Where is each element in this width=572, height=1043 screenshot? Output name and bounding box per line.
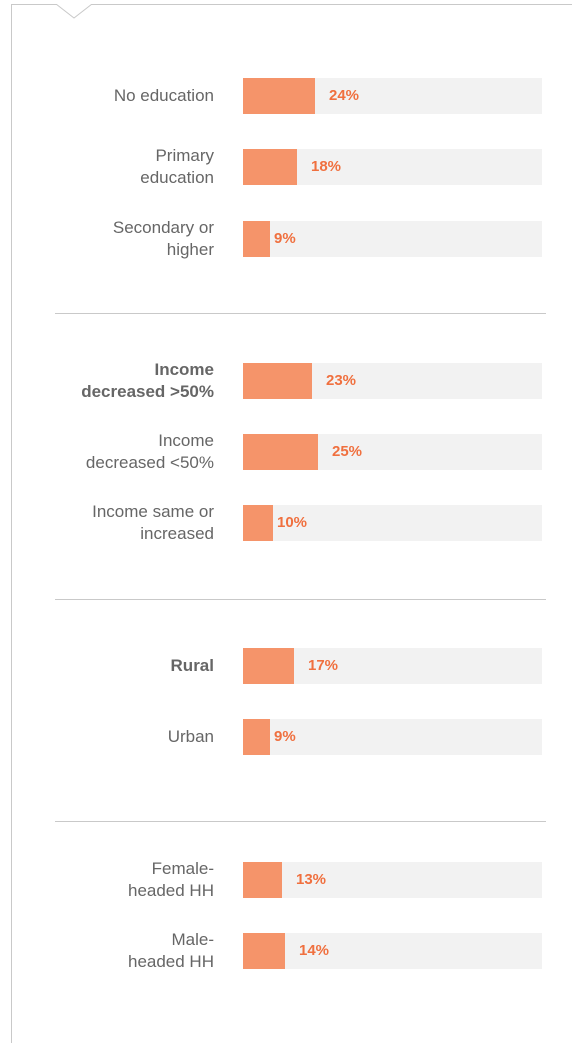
bar-value-label: 18% [311, 158, 342, 175]
bar [243, 149, 297, 185]
bar-label: Rural [170, 656, 214, 675]
bar-track: 24% [243, 78, 542, 114]
bar-value-label: 17% [308, 657, 339, 674]
bar-track: 10% [243, 505, 542, 541]
bar [243, 862, 282, 898]
bar-track: 14% [243, 933, 542, 969]
bar [243, 434, 318, 470]
bar [243, 363, 312, 399]
bar-label: Income same or increased [92, 502, 214, 543]
bar-track: 18% [243, 149, 542, 185]
bar-value-label: 24% [329, 87, 360, 104]
group-divider [55, 599, 546, 600]
bar-value-label: 10% [277, 514, 308, 531]
bar-value-label: 9% [274, 230, 296, 247]
bar-track: 23% [243, 363, 542, 399]
bar-label: No education [113, 86, 214, 105]
group-divider [55, 313, 546, 314]
bar-label: Secondary or higher [112, 218, 214, 259]
panel-top-border [11, 4, 572, 5]
panel-left-border [11, 4, 12, 1043]
bar [243, 719, 270, 755]
bar [243, 933, 285, 969]
bar-label: Income decreased >50% [81, 360, 214, 401]
bar-value-label: 23% [326, 372, 357, 389]
bar-label: Female- headed HH [127, 859, 214, 900]
bar-label: Urban [167, 727, 214, 746]
bar-track: 13% [243, 862, 542, 898]
bar-label: Primary education [140, 146, 214, 187]
bar [243, 221, 270, 257]
bar-track: 9% [243, 719, 542, 755]
bar-value-label: 14% [299, 942, 330, 959]
bar-track: 9% [243, 221, 542, 257]
bar-value-label: 13% [296, 871, 327, 888]
bar [243, 505, 273, 541]
bar [243, 648, 294, 684]
bar-label: Income decreased <50% [85, 431, 214, 472]
bar-track: 17% [243, 648, 542, 684]
bar [243, 78, 315, 114]
bar-value-label: 9% [274, 728, 296, 745]
group-divider [55, 821, 546, 822]
pointer-notch [56, 4, 92, 19]
bar-track: 25% [243, 434, 542, 470]
bar-label: Male- headed HH [127, 930, 214, 971]
bar-value-label: 25% [332, 443, 363, 460]
